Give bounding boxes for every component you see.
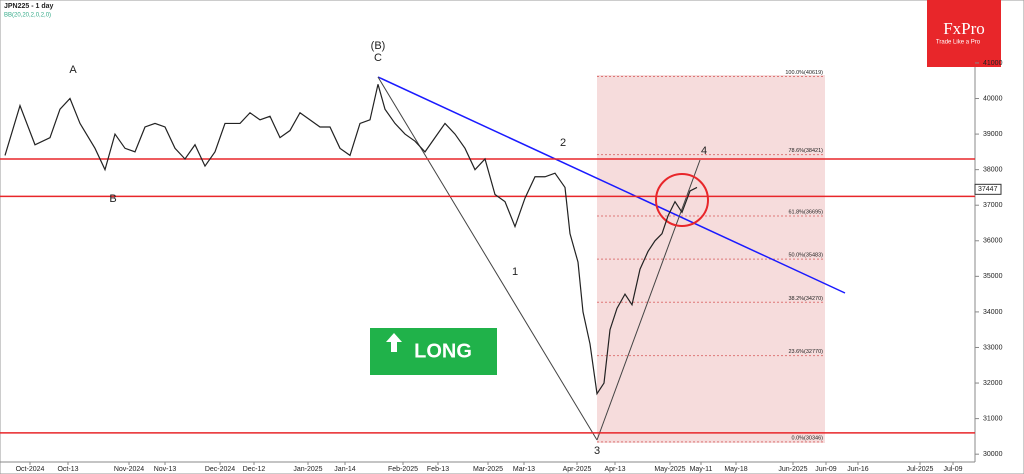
- fib-label: 38.2%(34270): [788, 296, 823, 302]
- y-tick-label: 37000: [983, 202, 1003, 209]
- trend-line: [377, 76, 846, 294]
- x-tick-label: Jun-16: [847, 466, 869, 473]
- x-tick-label: Feb-2025: [388, 466, 418, 473]
- x-tick-label: Apr-2025: [563, 466, 592, 473]
- y-tick-label: 34000: [983, 309, 1003, 316]
- price-tag-label: 37447: [978, 186, 998, 193]
- signal-label: LONG: [414, 340, 472, 362]
- wave-label: 4: [701, 145, 707, 157]
- y-tick-label: 40000: [983, 95, 1003, 102]
- highlight-circle: [655, 173, 709, 227]
- wave-line: [596, 159, 701, 441]
- x-tick-label: Jun-2025: [778, 466, 807, 473]
- wave-line: [377, 76, 598, 441]
- price-tag: [974, 183, 1002, 195]
- y-tick-label: 39000: [983, 131, 1003, 138]
- y-tick-label: 38000: [983, 166, 1003, 173]
- x-tick-label: May-11: [690, 466, 713, 473]
- y-tick-label: 32000: [983, 380, 1003, 387]
- chart-title: JPN225 - 1 day: [4, 3, 54, 10]
- wave-label: B: [109, 193, 116, 205]
- y-tick-label: 33000: [983, 344, 1003, 351]
- wave-label: (B): [371, 40, 386, 52]
- y-tick-label: 31000: [983, 415, 1003, 422]
- x-tick-label: Dec-12: [243, 466, 266, 473]
- x-tick-label: Feb-13: [427, 466, 449, 473]
- x-tick-label: Apr-13: [604, 466, 625, 473]
- tagline: Trade Like a Pro: [936, 40, 981, 46]
- chart-subtitle: BB(20,20,2,0,2,0): [4, 13, 51, 19]
- x-tick-label: Jan-14: [334, 466, 356, 473]
- arrow-icon: [386, 333, 402, 352]
- fib-label: 0.0%(30346): [792, 435, 824, 441]
- fib-label: 50.0%(35483): [788, 253, 823, 259]
- x-tick-label: Jan-2025: [293, 466, 322, 473]
- x-tick-label: May-2025: [654, 466, 685, 473]
- x-tick-label: Mar-13: [513, 466, 535, 473]
- wave-label: 2: [560, 137, 566, 149]
- fib-label: 61.8%(36695): [788, 210, 823, 216]
- wave-label: C: [374, 52, 382, 64]
- x-tick-label: Jun-09: [815, 466, 837, 473]
- wave-label: 1: [512, 266, 518, 278]
- x-tick-label: Mar-2025: [473, 466, 503, 473]
- x-tick-label: Oct-2024: [16, 466, 45, 473]
- wave-label: 3: [594, 445, 600, 457]
- y-tick-label: 30000: [983, 451, 1003, 458]
- y-tick-label: 41000: [983, 60, 1003, 67]
- x-tick-label: Jul-09: [943, 466, 962, 473]
- price-line: [4, 84, 698, 396]
- fib-label: 100.0%(40619): [785, 70, 823, 76]
- x-tick-label: Dec-2024: [205, 466, 235, 473]
- wave-label: A: [69, 64, 77, 76]
- x-tick-label: May-18: [724, 466, 747, 473]
- y-tick-label: 36000: [983, 238, 1003, 245]
- logo: [927, 0, 1001, 67]
- x-tick-label: Oct-13: [57, 466, 78, 473]
- brand: FxPro: [943, 19, 985, 38]
- x-tick-label: Nov-2024: [114, 466, 144, 473]
- fib-label: 23.6%(32770): [788, 349, 823, 355]
- x-tick-label: Jul-2025: [907, 466, 934, 473]
- fib-label: 78.6%(38421): [788, 148, 823, 154]
- y-tick-label: 35000: [983, 273, 1003, 280]
- x-tick-label: Nov-13: [154, 466, 177, 473]
